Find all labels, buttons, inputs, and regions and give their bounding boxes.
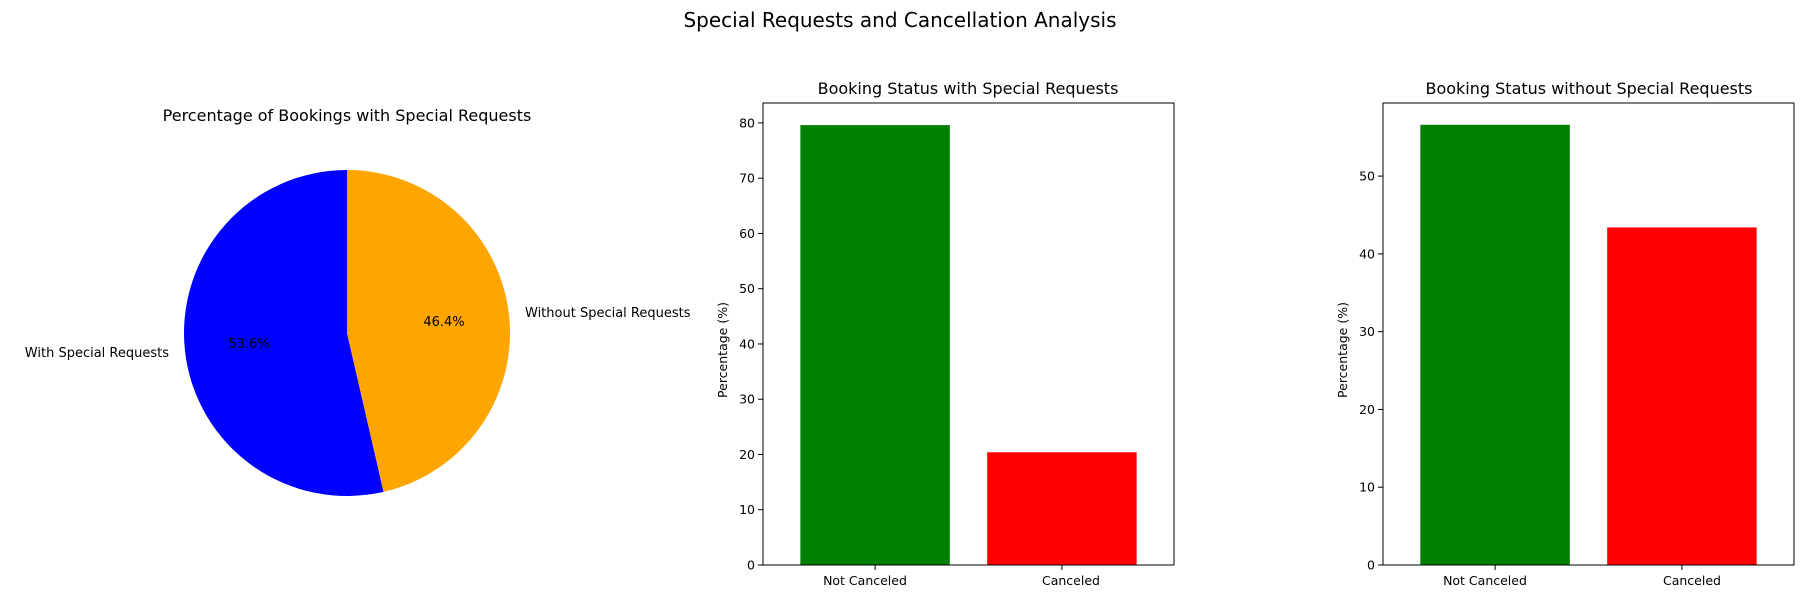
- bar2-ytick-label: 10: [1359, 480, 1375, 495]
- bar2-title: Booking Status without Special Requests: [1425, 79, 1752, 98]
- bar-chart-with-requests: Booking Status with Special Requests Per…: [715, 79, 1175, 588]
- bar2-xtick-canceled: Canceled: [1663, 573, 1721, 588]
- bar1-xtick-not-canceled: Not Canceled: [823, 573, 907, 588]
- bar1-ytick-label: 10: [739, 502, 755, 517]
- bar1-title: Booking Status with Special Requests: [818, 79, 1119, 98]
- bar1-marks: 0 10 20 30 40 50 60 70 80: [739, 102, 1175, 573]
- pie-slices: [183, 170, 510, 496]
- pie-label-without: Without Special Requests: [525, 306, 691, 321]
- bar1-axes-frame: [762, 102, 1175, 566]
- bar2-ytick-label: 50: [1359, 169, 1375, 184]
- bar2-bar: [1420, 124, 1570, 566]
- bar2-xtick-not-canceled: Not Canceled: [1443, 573, 1527, 588]
- bar2-axes-frame: [1382, 102, 1795, 566]
- bar1-xtick-canceled: Canceled: [1042, 573, 1100, 588]
- bar1-bar: [800, 125, 950, 566]
- bar2-ylabel: Percentage (%): [1335, 302, 1350, 398]
- bar-chart-without-requests: Booking Status without Special Requests …: [1335, 79, 1795, 588]
- pie-slice: [347, 170, 510, 492]
- bar2-ytick-label: 20: [1359, 402, 1375, 417]
- bar1-bar: [987, 452, 1137, 565]
- bar2-ytick-label: 0: [1367, 558, 1375, 573]
- pie-chart: Percentage of Bookings with Special Requ…: [25, 106, 691, 496]
- bar1-ytick-label: 70: [739, 171, 755, 186]
- pie-label-with: With Special Requests: [25, 346, 169, 361]
- bar1-ytick-label: 0: [747, 558, 755, 573]
- bar1-ytick-label: 30: [739, 392, 755, 407]
- bar1-ytick-label: 60: [739, 226, 755, 241]
- bar1-ylabel: Percentage (%): [715, 302, 730, 398]
- bar2-bar: [1607, 227, 1757, 565]
- bar1-ytick-label: 20: [739, 447, 755, 462]
- figure-title: Special Requests and Cancellation Analys…: [683, 8, 1116, 32]
- bar2-ytick-label: 40: [1359, 246, 1375, 261]
- pie-value-without: 46.4%: [423, 315, 464, 330]
- pie-value-with: 53.6%: [228, 337, 269, 352]
- pie-title: Percentage of Bookings with Special Requ…: [163, 106, 532, 125]
- pie-slice: [183, 170, 384, 496]
- bar2-marks: 0 10 20 30 40 50: [1359, 102, 1795, 573]
- bar1-ytick-label: 40: [739, 336, 755, 351]
- bar1-ytick-label: 80: [739, 115, 755, 130]
- bar2-ytick-label: 30: [1359, 324, 1375, 339]
- bar1-ytick-label: 50: [739, 281, 755, 296]
